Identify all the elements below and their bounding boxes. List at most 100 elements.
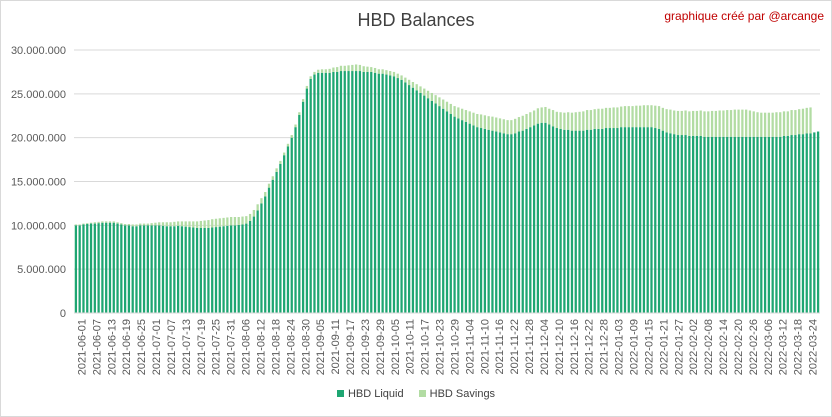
- bar-savings: [805, 107, 808, 134]
- bar-savings: [82, 223, 85, 225]
- bar-savings: [585, 110, 589, 130]
- bar-liquid: [779, 136, 782, 313]
- y-tick-label: 25.000.000: [11, 89, 66, 101]
- bar-savings: [589, 110, 593, 130]
- bar-savings: [404, 77, 407, 83]
- bar-savings: [290, 135, 293, 138]
- legend-item-savings: HBD Savings: [418, 388, 495, 400]
- bar-savings: [631, 106, 634, 128]
- bar-savings: [457, 107, 460, 119]
- bar-liquid: [638, 127, 642, 313]
- x-tick-label: 2021-10-17: [420, 319, 432, 375]
- bar-liquid: [688, 135, 691, 313]
- bar-savings: [116, 222, 119, 224]
- bar-savings: [650, 105, 653, 128]
- bar-liquid: [737, 136, 740, 313]
- bar-savings: [74, 224, 78, 226]
- y-tick-label: 15.000.000: [11, 177, 66, 189]
- bar-liquid: [108, 222, 112, 313]
- x-tick-label: 2021-07-25: [211, 319, 223, 375]
- bar-savings: [366, 66, 369, 72]
- bar-liquid: [798, 134, 801, 313]
- x-tick-label: 2021-11-04: [464, 319, 476, 374]
- bar-savings: [760, 112, 763, 137]
- bar-savings: [392, 71, 396, 77]
- x-tick-label: 2021-11-10: [479, 319, 491, 374]
- bar-savings: [195, 221, 199, 228]
- bar-savings: [407, 79, 411, 86]
- bar-savings: [745, 109, 748, 137]
- x-tick-label: 2022-03-24: [808, 319, 820, 375]
- bar-liquid: [116, 223, 119, 313]
- bar-savings: [620, 106, 623, 128]
- bar-liquid: [487, 129, 490, 313]
- x-tick-label: 2021-07-13: [181, 319, 193, 375]
- bar-savings: [604, 107, 608, 129]
- bar-liquid: [139, 225, 142, 313]
- bar-savings: [801, 108, 805, 135]
- bar-savings: [525, 113, 528, 129]
- bar-liquid: [805, 133, 808, 313]
- bar-savings: [563, 112, 566, 130]
- bar-liquid: [260, 203, 263, 313]
- bar-savings: [601, 108, 604, 129]
- bar-savings: [517, 117, 521, 132]
- bar-savings: [506, 120, 509, 135]
- bar-liquid: [158, 225, 161, 313]
- bar-savings: [726, 110, 729, 137]
- bar-savings: [676, 110, 680, 136]
- bar-savings: [692, 110, 695, 136]
- bar-liquid: [199, 227, 202, 313]
- bar-liquid: [729, 136, 733, 313]
- bar-liquid: [305, 88, 309, 313]
- bar-savings: [763, 112, 767, 137]
- bar-savings: [665, 109, 668, 133]
- bar-liquid: [642, 127, 646, 313]
- bar-liquid: [627, 127, 630, 313]
- bar-savings: [510, 120, 513, 135]
- bar-liquid: [419, 92, 422, 313]
- bar-liquid: [445, 111, 449, 313]
- bar-savings: [267, 183, 271, 188]
- legend: HBD Liquid HBD Savings: [0, 388, 832, 400]
- bar-liquid: [336, 71, 339, 314]
- bar-liquid: [192, 227, 195, 313]
- bar-savings: [192, 221, 195, 228]
- bar-savings: [362, 66, 365, 72]
- x-tick-label: 2021-12-28: [599, 319, 611, 375]
- x-tick-label: 2022-01-15: [643, 319, 655, 375]
- bar-liquid: [601, 128, 604, 313]
- bar-liquid: [252, 216, 256, 313]
- x-tick-label: 2021-12-22: [584, 319, 596, 375]
- bar-liquid: [381, 73, 384, 313]
- bar-savings: [767, 112, 771, 137]
- bar-savings: [733, 109, 736, 137]
- bar-liquid: [173, 226, 176, 313]
- bar-savings: [729, 110, 733, 137]
- bar-savings: [184, 221, 187, 227]
- bar-liquid: [650, 127, 653, 313]
- bar-liquid: [710, 136, 714, 313]
- bar-savings: [419, 86, 422, 93]
- bar-liquid: [680, 135, 683, 313]
- bar-savings: [756, 112, 759, 137]
- bar-liquid: [82, 224, 85, 313]
- bar-liquid: [525, 128, 528, 313]
- bar-liquid: [608, 128, 611, 313]
- bar-savings: [521, 115, 524, 131]
- bar-savings: [78, 224, 81, 226]
- bar-liquid: [328, 72, 331, 313]
- bar-savings: [336, 67, 339, 72]
- bar-savings: [370, 67, 373, 72]
- bar-liquid: [673, 134, 676, 313]
- bar-savings: [423, 88, 426, 96]
- bar-savings: [173, 221, 176, 227]
- bar-savings: [809, 107, 812, 134]
- bar-liquid: [578, 130, 581, 313]
- bar-liquid: [521, 130, 524, 313]
- legend-label-liquid: HBD Liquid: [347, 388, 404, 400]
- bar-savings: [123, 224, 127, 226]
- bar-savings: [343, 65, 346, 72]
- bar-liquid: [233, 225, 237, 313]
- x-tick-label: 2021-09-05: [315, 319, 327, 375]
